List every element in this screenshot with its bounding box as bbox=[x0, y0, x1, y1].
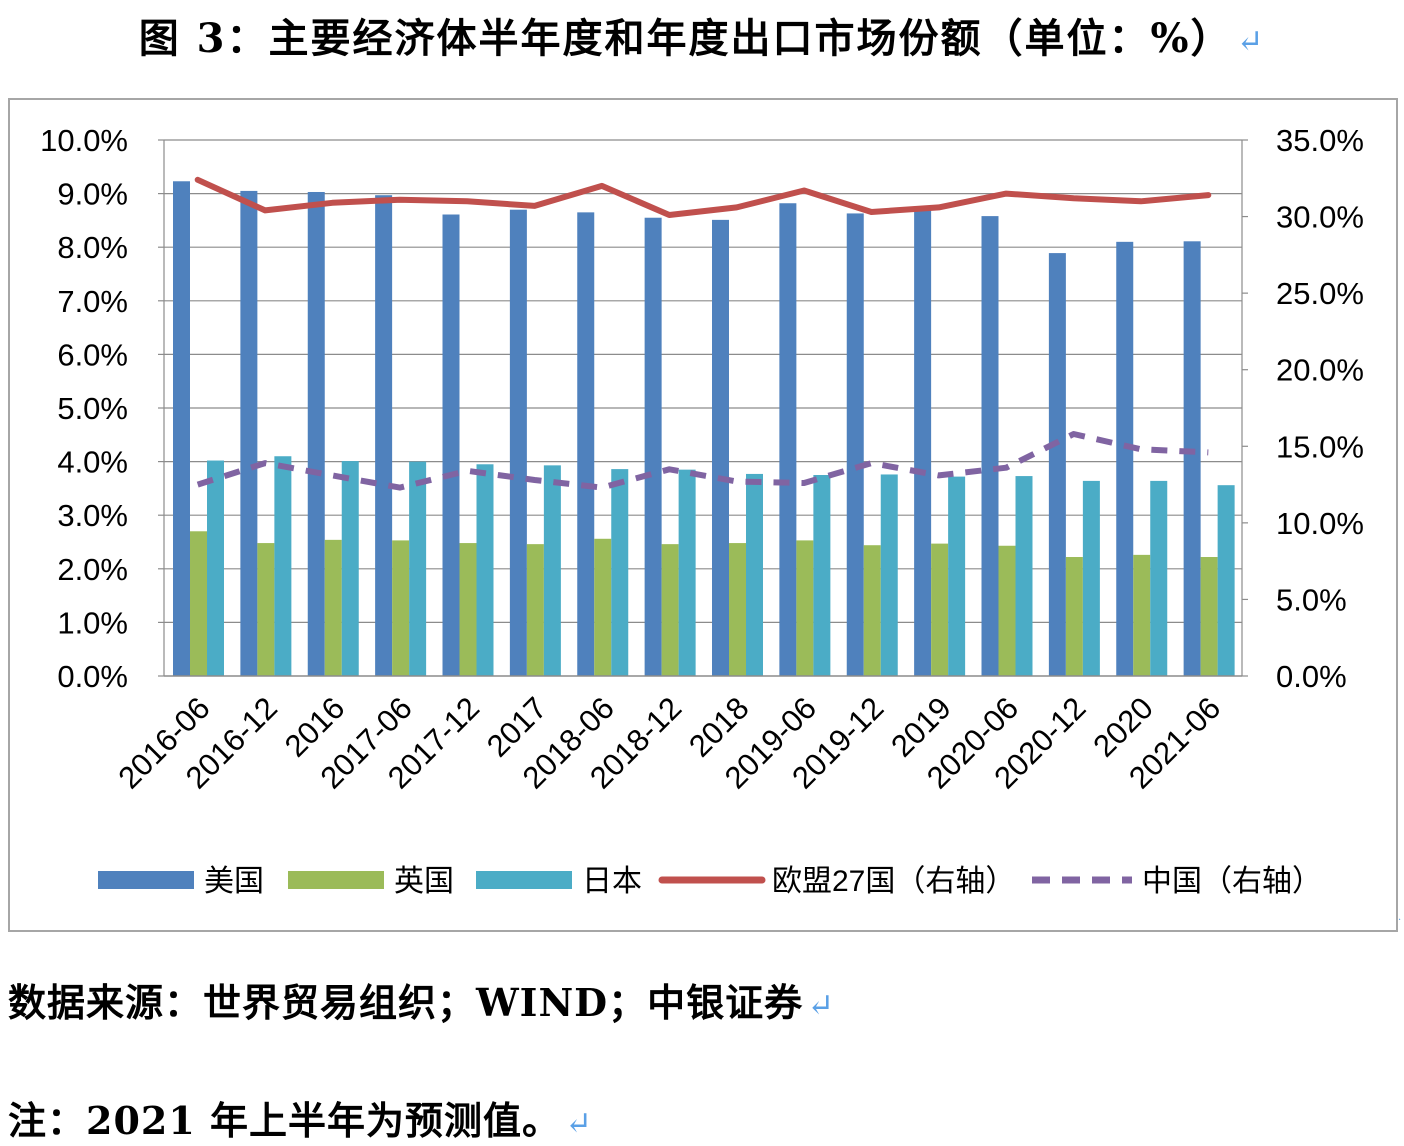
left-tick-label: 6.0% bbox=[57, 337, 128, 372]
legend-label-4: 中国（右轴） bbox=[1142, 865, 1322, 898]
right-tick-label: 30.0% bbox=[1276, 200, 1364, 235]
right-tick-label: 5.0% bbox=[1276, 582, 1347, 617]
bar-0-2 bbox=[307, 191, 325, 676]
return-mark-icon: ↵ bbox=[565, 1104, 593, 1142]
legend-swatch-1 bbox=[288, 871, 384, 889]
bar-series bbox=[173, 181, 1235, 677]
bar-2-8 bbox=[746, 473, 763, 676]
bar-1-15 bbox=[1200, 557, 1218, 676]
bar-2-5 bbox=[543, 465, 561, 676]
right-tick-label: 25.0% bbox=[1276, 276, 1364, 311]
legend: 美国 英国 日本 欧盟27国（右轴） 中国（右轴） bbox=[98, 865, 1322, 898]
left-tick-label: 1.0% bbox=[57, 605, 128, 640]
bar-0-4 bbox=[442, 214, 460, 676]
left-tick-label: 9.0% bbox=[57, 177, 128, 212]
left-tick-label: 5.0% bbox=[57, 391, 128, 426]
legend-swatch-0 bbox=[98, 871, 194, 889]
legend-label-3: 欧盟27国（右轴） bbox=[772, 865, 1015, 898]
bar-2-13 bbox=[1082, 480, 1100, 676]
legend-label-1: 英国 bbox=[394, 865, 454, 898]
bar-0-10 bbox=[846, 213, 864, 676]
bar-0-11 bbox=[914, 208, 932, 676]
data-source-text: 数据来源：世界贸易组织；WIND；中银证券 bbox=[8, 980, 804, 1025]
bar-2-1 bbox=[274, 456, 292, 676]
bar-1-3 bbox=[392, 540, 410, 676]
bar-0-0 bbox=[173, 181, 190, 676]
right-axis-ticks: 0.0% 5.0% 10.0% 15.0% 20.0% 25.0% 30.0% 35.0% bbox=[1242, 123, 1364, 694]
bar-0-6 bbox=[577, 212, 595, 677]
series-line-3 bbox=[194, 176, 1212, 218]
bar-1-6 bbox=[594, 538, 612, 676]
bar-2-6 bbox=[611, 469, 629, 676]
figure-title-text: 图 3：主要经济体半年度和年度出口市场份额（单位：%） bbox=[138, 15, 1233, 62]
figure-title: 图 3：主要经济体半年度和年度出口市场份额（单位：%） ↵ bbox=[0, 6, 1404, 64]
bar-1-2 bbox=[324, 539, 342, 676]
left-tick-label: 2.0% bbox=[57, 552, 128, 587]
series-line-4 bbox=[196, 431, 1209, 491]
bar-2-15 bbox=[1217, 485, 1235, 676]
left-tick-label: 7.0% bbox=[57, 284, 128, 319]
bar-0-1 bbox=[240, 190, 258, 677]
bar-1-14 bbox=[1133, 554, 1151, 676]
bar-1-0 bbox=[190, 531, 207, 676]
bar-1-4 bbox=[459, 543, 477, 676]
return-mark-icon: ↵ bbox=[1236, 22, 1266, 60]
bar-2-14 bbox=[1150, 480, 1168, 676]
bar-1-12 bbox=[998, 545, 1016, 676]
return-mark-icon: ↵ bbox=[807, 986, 835, 1024]
bar-0-7 bbox=[644, 217, 662, 676]
bar-2-4 bbox=[476, 464, 494, 676]
legend-swatch-2 bbox=[476, 871, 572, 889]
bar-1-10 bbox=[863, 545, 881, 676]
bar-2-0 bbox=[207, 460, 224, 676]
bar-0-9 bbox=[779, 203, 797, 677]
chart-frame: 0.0% 1.0% 2.0% 3.0% 4.0% 5.0% 6.0% 7.0% 8.0% 9.0%… bbox=[8, 98, 1398, 932]
bar-0-3 bbox=[375, 195, 393, 676]
line-series bbox=[194, 176, 1212, 491]
x-axis-ticks: 2016-062016-1220162017-062017-1220172018… bbox=[111, 690, 1227, 795]
left-axis-ticks: 0.0% 1.0% 2.0% 3.0% 4.0% 5.0% 6.0% 7.0% 8.0% 9.0%… bbox=[40, 123, 164, 694]
right-tick-label: 15.0% bbox=[1276, 429, 1364, 464]
right-tick-label: 0.0% bbox=[1276, 659, 1347, 694]
bar-1-9 bbox=[796, 540, 814, 676]
bar-2-11 bbox=[948, 476, 966, 676]
bar-2-7 bbox=[678, 469, 696, 676]
bar-1-1 bbox=[257, 543, 275, 676]
footnote-text: 注：2021 年上半年为预测值。 bbox=[8, 1098, 561, 1143]
bar-2-9 bbox=[813, 475, 831, 676]
legend-label-2: 日本 bbox=[582, 865, 642, 898]
bar-0-15 bbox=[1183, 241, 1201, 676]
data-source: 数据来源：世界贸易组织；WIND；中银证券 ↵ bbox=[8, 972, 835, 1027]
bar-2-3 bbox=[409, 461, 427, 676]
legend-label-0: 美国 bbox=[204, 865, 264, 898]
bar-1-13 bbox=[1065, 557, 1083, 676]
bar-1-7 bbox=[661, 544, 679, 676]
bar-1-11 bbox=[931, 543, 949, 676]
footnote: 注：2021 年上半年为预测值。 ↵ bbox=[8, 1090, 593, 1145]
bar-1-8 bbox=[729, 543, 746, 676]
bar-2-10 bbox=[880, 474, 898, 676]
right-tick-label: 10.0% bbox=[1276, 506, 1364, 541]
bar-0-14 bbox=[1116, 241, 1134, 676]
left-tick-label: 8.0% bbox=[57, 230, 128, 265]
bar-0-13 bbox=[1048, 253, 1066, 676]
corner-marker: . bbox=[1398, 912, 1402, 923]
bar-0-12 bbox=[981, 216, 999, 676]
bar-2-12 bbox=[1015, 476, 1033, 676]
right-tick-label: 35.0% bbox=[1276, 123, 1364, 158]
left-tick-label: 10.0% bbox=[40, 123, 128, 158]
export-share-chart: 0.0% 1.0% 2.0% 3.0% 4.0% 5.0% 6.0% 7.0% 8.0% 9.0%… bbox=[40, 123, 1364, 898]
bar-0-8 bbox=[712, 219, 729, 676]
left-tick-label: 3.0% bbox=[57, 498, 128, 533]
bar-0-5 bbox=[509, 209, 527, 676]
left-tick-label: 0.0% bbox=[57, 659, 128, 694]
bar-2-2 bbox=[341, 461, 359, 676]
left-tick-label: 4.0% bbox=[57, 445, 128, 480]
right-tick-label: 20.0% bbox=[1276, 353, 1364, 388]
bar-1-5 bbox=[526, 544, 544, 676]
